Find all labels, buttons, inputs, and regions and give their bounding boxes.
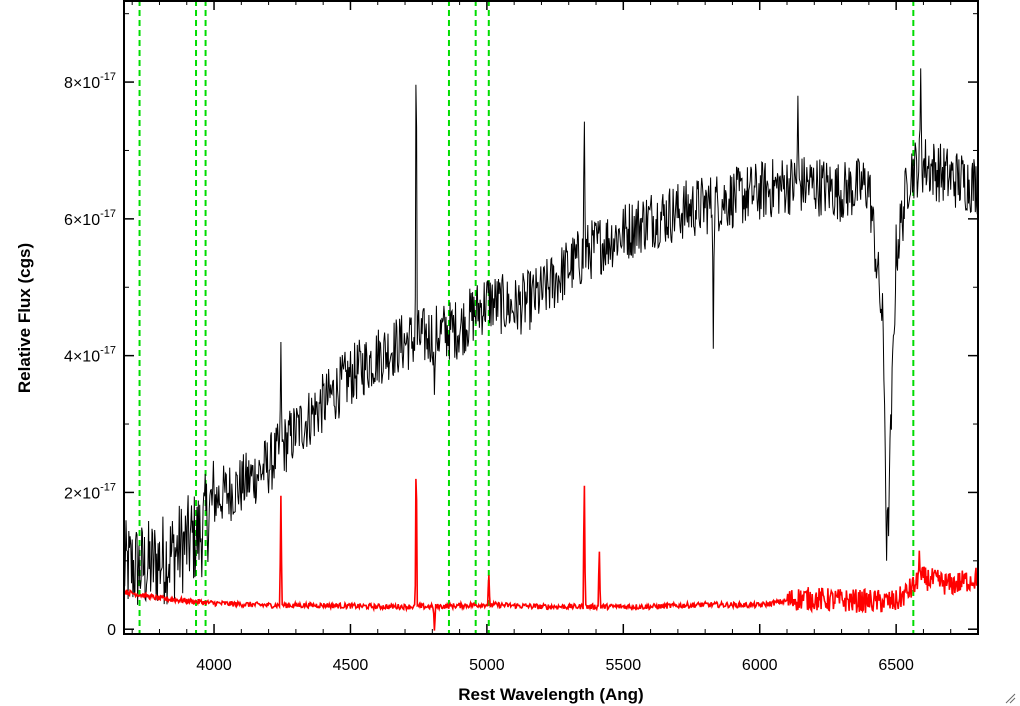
y-tick-label: 2×10-17	[64, 481, 116, 502]
y-tick-label: 8×10-17	[64, 71, 116, 92]
x-tick-label: 5500	[606, 657, 642, 674]
spectrum-series	[123, 68, 979, 631]
y-tick-label: 4×10-17	[64, 345, 116, 366]
x-axis-title: Rest Wavelength (Ang)	[458, 685, 643, 704]
plot-frame	[123, 0, 979, 635]
x-tick-label: 6500	[878, 657, 914, 674]
reference-lines	[138, 0, 915, 634]
y-tick-label: 0	[107, 622, 116, 639]
resize-grip-icon[interactable]	[1004, 692, 1016, 704]
y-axis-title: Relative Flux (cgs)	[15, 243, 34, 393]
x-tick-label: 4500	[333, 657, 369, 674]
x-tick-label: 5000	[469, 657, 505, 674]
x-tick-label: 6000	[742, 657, 778, 674]
series-line-black	[123, 68, 979, 605]
tick-labels: 4000 4500 5000 5500 6000 6500 0 2×10-17 4×10-17 6…	[64, 71, 914, 674]
y-tick-label: 6×10-17	[64, 208, 116, 229]
x-tick-label: 4000	[196, 657, 232, 674]
series-line-red	[123, 478, 979, 631]
